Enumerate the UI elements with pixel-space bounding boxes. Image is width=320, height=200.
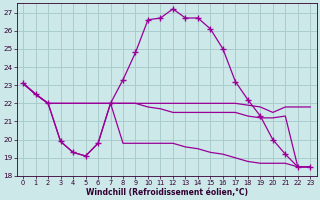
X-axis label: Windchill (Refroidissement éolien,°C): Windchill (Refroidissement éolien,°C) [86,188,248,197]
